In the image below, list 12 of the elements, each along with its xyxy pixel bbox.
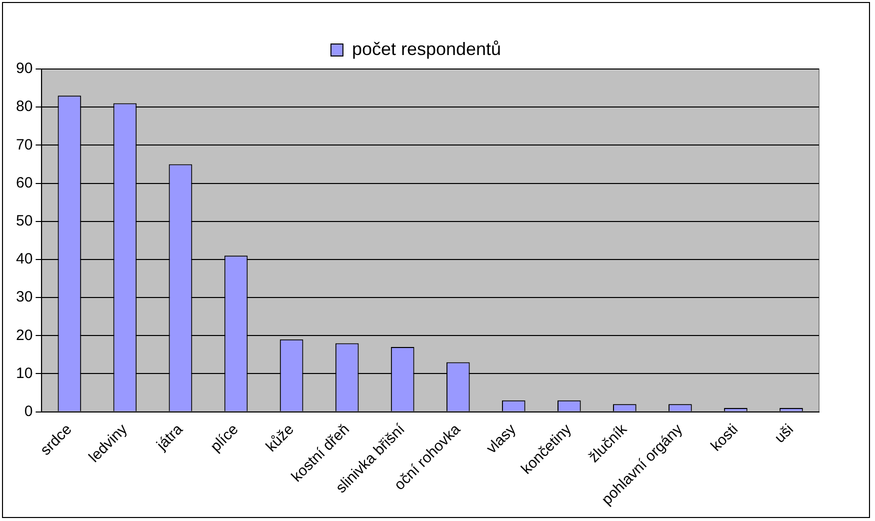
y-tick-label: 70 [16, 136, 33, 154]
y-tick-label: 20 [16, 326, 33, 344]
x-tick-label: uši [771, 420, 797, 446]
y-tick-label: 30 [16, 288, 33, 306]
y-tick-label: 80 [16, 98, 33, 116]
legend-label: počet respondentů [352, 38, 502, 59]
y-tick-label: 10 [16, 364, 33, 382]
y-tick-label: 90 [16, 60, 33, 78]
y-tick-label: 40 [16, 250, 33, 268]
y-tick-label: 0 [24, 402, 33, 420]
y-tick-label: 50 [16, 212, 33, 230]
y-tick-label: 60 [16, 174, 33, 192]
